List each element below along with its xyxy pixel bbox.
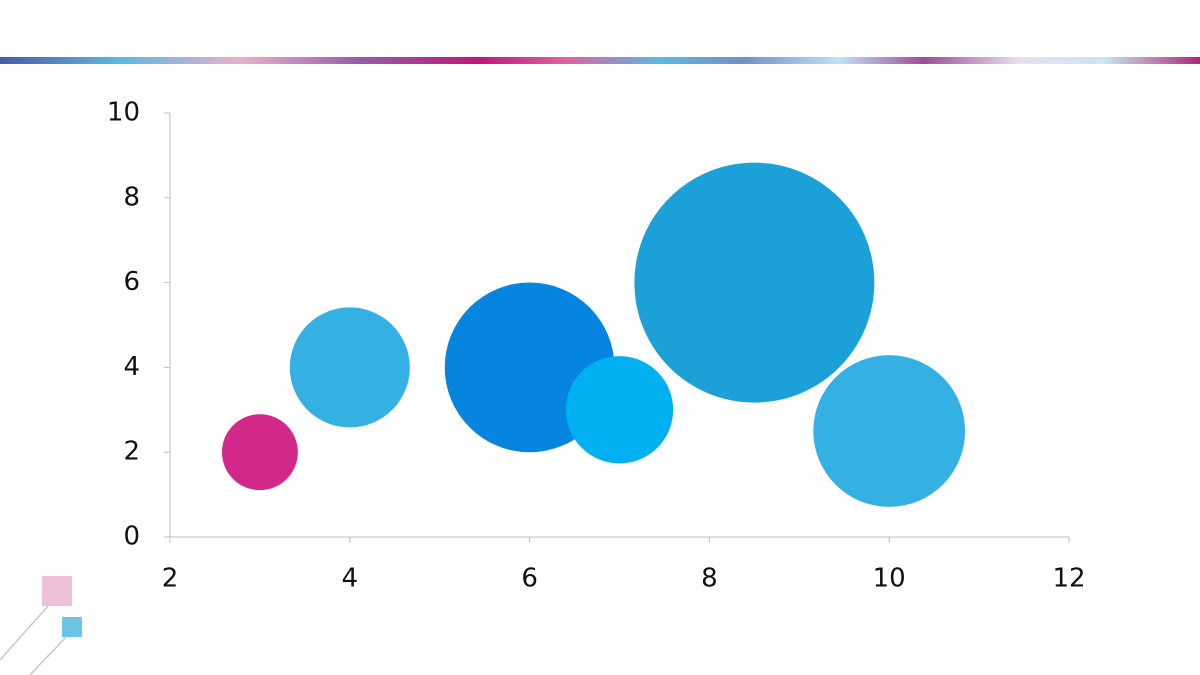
- bubble: [221, 414, 298, 491]
- bubble: [634, 162, 875, 403]
- y-tick-label: 0: [123, 522, 140, 552]
- y-tick-label: 8: [123, 182, 140, 212]
- decor-square: [62, 617, 82, 637]
- y-tick-label: 4: [123, 352, 140, 382]
- y-tick-label: 2: [123, 437, 140, 467]
- bubble: [565, 356, 674, 464]
- decor-line: [0, 605, 49, 661]
- y-tick-label: 6: [123, 267, 140, 297]
- x-tick-label: 4: [342, 564, 359, 594]
- bubble: [289, 307, 410, 428]
- decor-line: [29, 636, 67, 675]
- x-tick-label: 12: [1052, 564, 1085, 594]
- x-tick-label: 10: [873, 564, 906, 594]
- x-tick-label: 2: [162, 564, 179, 594]
- y-tick-label: 10: [107, 98, 140, 128]
- x-tick-label: 8: [701, 564, 718, 594]
- bubble: [813, 355, 966, 507]
- header-band: [0, 57, 1200, 64]
- x-tick-label: 6: [521, 564, 538, 594]
- decor-square: [42, 576, 72, 606]
